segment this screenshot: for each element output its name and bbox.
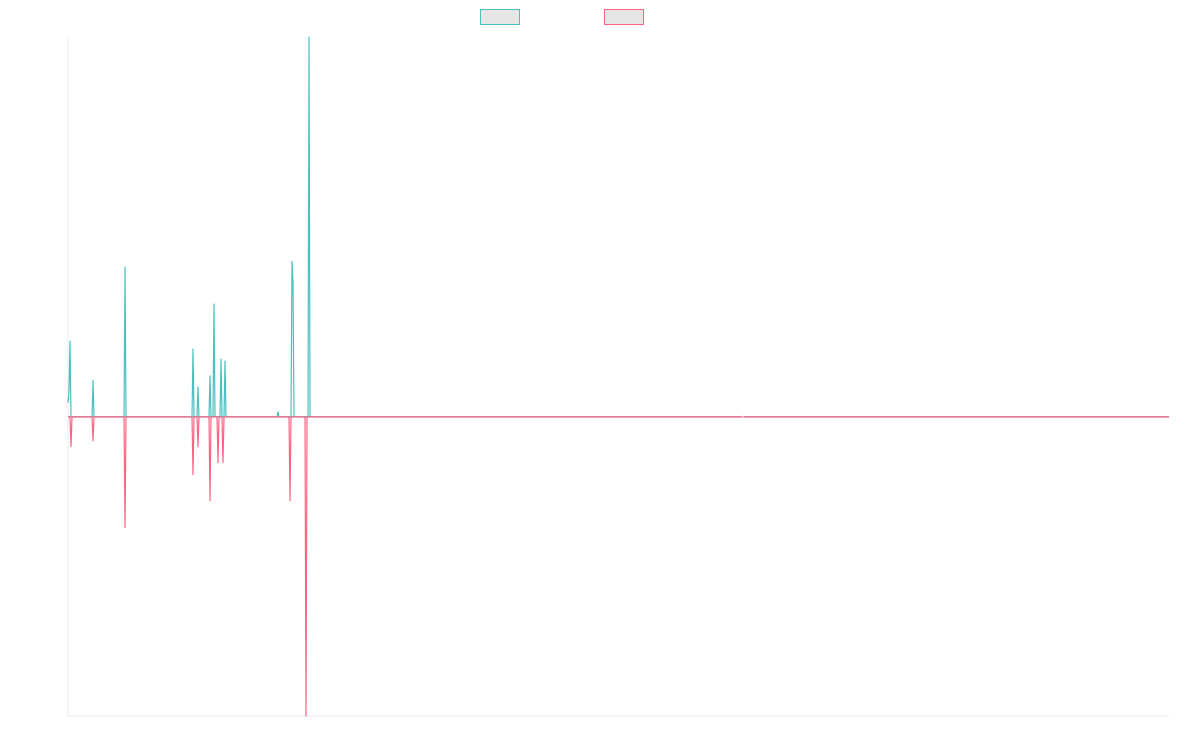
legend-swatch-series-2[interactable]	[604, 9, 644, 25]
baseline-marker	[741, 415, 745, 419]
legend-swatch-series-1[interactable]	[480, 9, 520, 25]
series-layer	[67, 36, 1169, 717]
series-line-2[interactable]	[68, 416, 1169, 717]
series-line-1[interactable]	[67, 36, 1169, 418]
